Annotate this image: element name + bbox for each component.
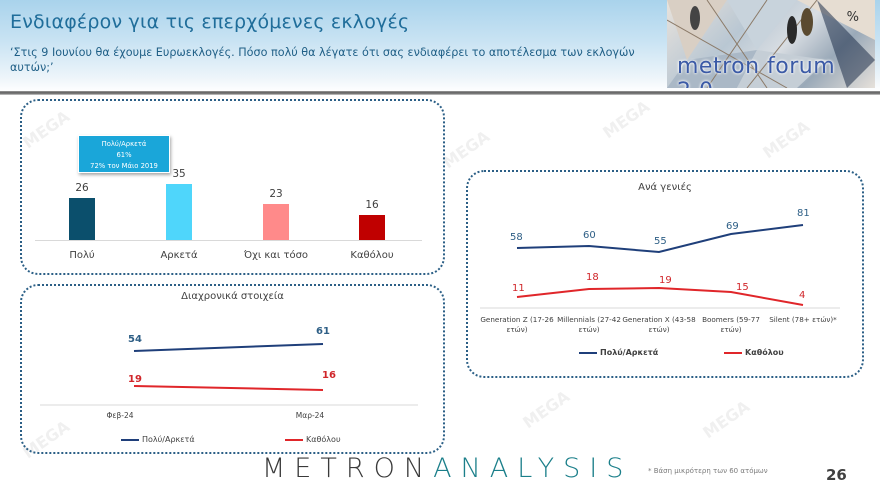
bar-value: 16 bbox=[365, 199, 379, 211]
legend-label: Καθόλου bbox=[745, 348, 784, 357]
gen-polu-value: 69 bbox=[726, 221, 739, 232]
legend-swatch-icon bbox=[579, 351, 597, 354]
metron-forum-logo: % metron forum 2.0 bbox=[667, 0, 875, 88]
generation-chart-panel bbox=[466, 170, 864, 378]
bar-chart-panel bbox=[20, 99, 445, 275]
legend-label: Καθόλου bbox=[306, 435, 341, 444]
legend-label: Πολύ/Αρκετά bbox=[600, 348, 659, 357]
gen-katholou-value: 18 bbox=[586, 272, 599, 283]
trend-x-label: Μαρ-24 bbox=[295, 411, 325, 420]
legend-label: Πολύ/Αρκετά bbox=[142, 435, 195, 444]
bar-label: Καθόλου bbox=[350, 250, 394, 261]
trend-katholou-value: 19 bbox=[128, 374, 142, 385]
watermark: MEGA bbox=[759, 116, 814, 163]
legend-item-katholou: Καθόλου bbox=[285, 435, 341, 444]
gen-katholou-value: 4 bbox=[799, 290, 806, 301]
gen-x-line: Millennials (27-42 bbox=[557, 315, 621, 324]
gen-katholou-value: 19 bbox=[659, 275, 672, 286]
summary-callout: Πολύ/Αρκετά 61% 72% τον Μάιο 2019 bbox=[78, 135, 170, 173]
gen-x-line: ετών) bbox=[506, 325, 528, 334]
bar-value: 26 bbox=[75, 182, 89, 194]
trend-chart-panel bbox=[20, 284, 445, 454]
question-text: ‘Στις 9 Ιουνίου θα έχουμε Ευρωεκλογές. Π… bbox=[10, 46, 635, 74]
gen-legend-item-katholou: Καθόλου bbox=[724, 348, 784, 357]
bar-arketa bbox=[166, 184, 192, 240]
brand-part-1: METRON bbox=[262, 453, 434, 484]
gen-x-label: Generation X (43-58 ετών) bbox=[619, 315, 699, 335]
percent-badge: % bbox=[846, 10, 859, 25]
gen-x-line: ετών) bbox=[720, 325, 742, 334]
logo-text: metron forum 2.0 bbox=[677, 54, 836, 88]
gen-x-label: Boomers (59-77 ετών) bbox=[691, 315, 771, 335]
trend-chart-lines bbox=[40, 343, 418, 406]
bar-label: Όχι και τόσο bbox=[243, 250, 309, 261]
trend-x-label: Φεβ-24 bbox=[106, 411, 134, 420]
header-divider bbox=[0, 91, 880, 95]
legend-swatch-icon bbox=[724, 351, 742, 354]
trend-chart-title: Διαχρονικά στοιχεία bbox=[181, 291, 284, 302]
gen-polu-value: 58 bbox=[510, 232, 523, 243]
watermark: MEGA bbox=[599, 96, 654, 143]
bar-label: Αρκετά bbox=[160, 250, 198, 261]
gen-x-label: Generation Z (17-26 ετών) bbox=[477, 315, 557, 335]
gen-katholou-value: 11 bbox=[512, 283, 525, 294]
gen-katholou-value: 15 bbox=[736, 282, 749, 293]
callout-line-2: 61% bbox=[116, 151, 132, 159]
bar-chart-axis bbox=[35, 240, 422, 241]
metron-analysis-logo: METRONANALYSIS bbox=[262, 453, 632, 484]
trend-katholou-value: 16 bbox=[322, 370, 336, 381]
generation-chart-title: Ανά γενιές bbox=[638, 182, 692, 193]
generation-chart-lines bbox=[480, 224, 840, 309]
gen-polu-value: 55 bbox=[654, 236, 667, 247]
gen-x-line: Generation X (43-58 bbox=[622, 315, 696, 324]
page-title: Ενδιαφέρον για τις επερχόμενες εκλογές bbox=[10, 11, 410, 33]
legend-item-polu-arketa: Πολύ/Αρκετά bbox=[121, 435, 195, 444]
gen-x-label: Silent (78+ ετών)* bbox=[763, 315, 843, 325]
logo-background-icon bbox=[667, 0, 875, 88]
bar-oxi-kai-toso bbox=[263, 204, 289, 240]
bar-value: 35 bbox=[172, 168, 186, 180]
gen-polu-value: 81 bbox=[797, 208, 810, 219]
trend-polu-value: 61 bbox=[316, 326, 330, 337]
bar-polu bbox=[69, 198, 95, 240]
footnote: * Βάση μικρότερη των 60 ατόμων bbox=[648, 467, 768, 475]
bar-label: Πολύ bbox=[69, 250, 95, 261]
gen-x-line: ετών) bbox=[578, 325, 600, 334]
legend-swatch-icon bbox=[121, 438, 139, 441]
gen-legend-item-polu-arketa: Πολύ/Αρκετά bbox=[579, 348, 658, 357]
gen-x-line: Generation Z (17-26 bbox=[480, 315, 554, 324]
legend-swatch-icon bbox=[285, 438, 303, 441]
gen-x-line: Boomers (59-77 bbox=[702, 315, 760, 324]
gen-polu-value: 60 bbox=[583, 230, 596, 241]
callout-line-1: Πολύ/Αρκετά bbox=[101, 140, 147, 148]
watermark: MEGA bbox=[699, 396, 754, 443]
callout-line-3: 72% τον Μάιο 2019 bbox=[90, 162, 158, 170]
page-number: 26 bbox=[826, 466, 847, 484]
gen-x-label: Millennials (27-42 ετών) bbox=[549, 315, 629, 335]
bar-katholou bbox=[359, 215, 385, 240]
gen-x-line: ετών) bbox=[648, 325, 670, 334]
trend-polu-value: 54 bbox=[128, 334, 142, 345]
gen-x-line: Silent (78+ ετών)* bbox=[769, 315, 837, 324]
brand-part-2: ANALYSIS bbox=[433, 453, 633, 484]
bar-value: 23 bbox=[269, 188, 283, 200]
watermark: MEGA bbox=[519, 386, 574, 433]
